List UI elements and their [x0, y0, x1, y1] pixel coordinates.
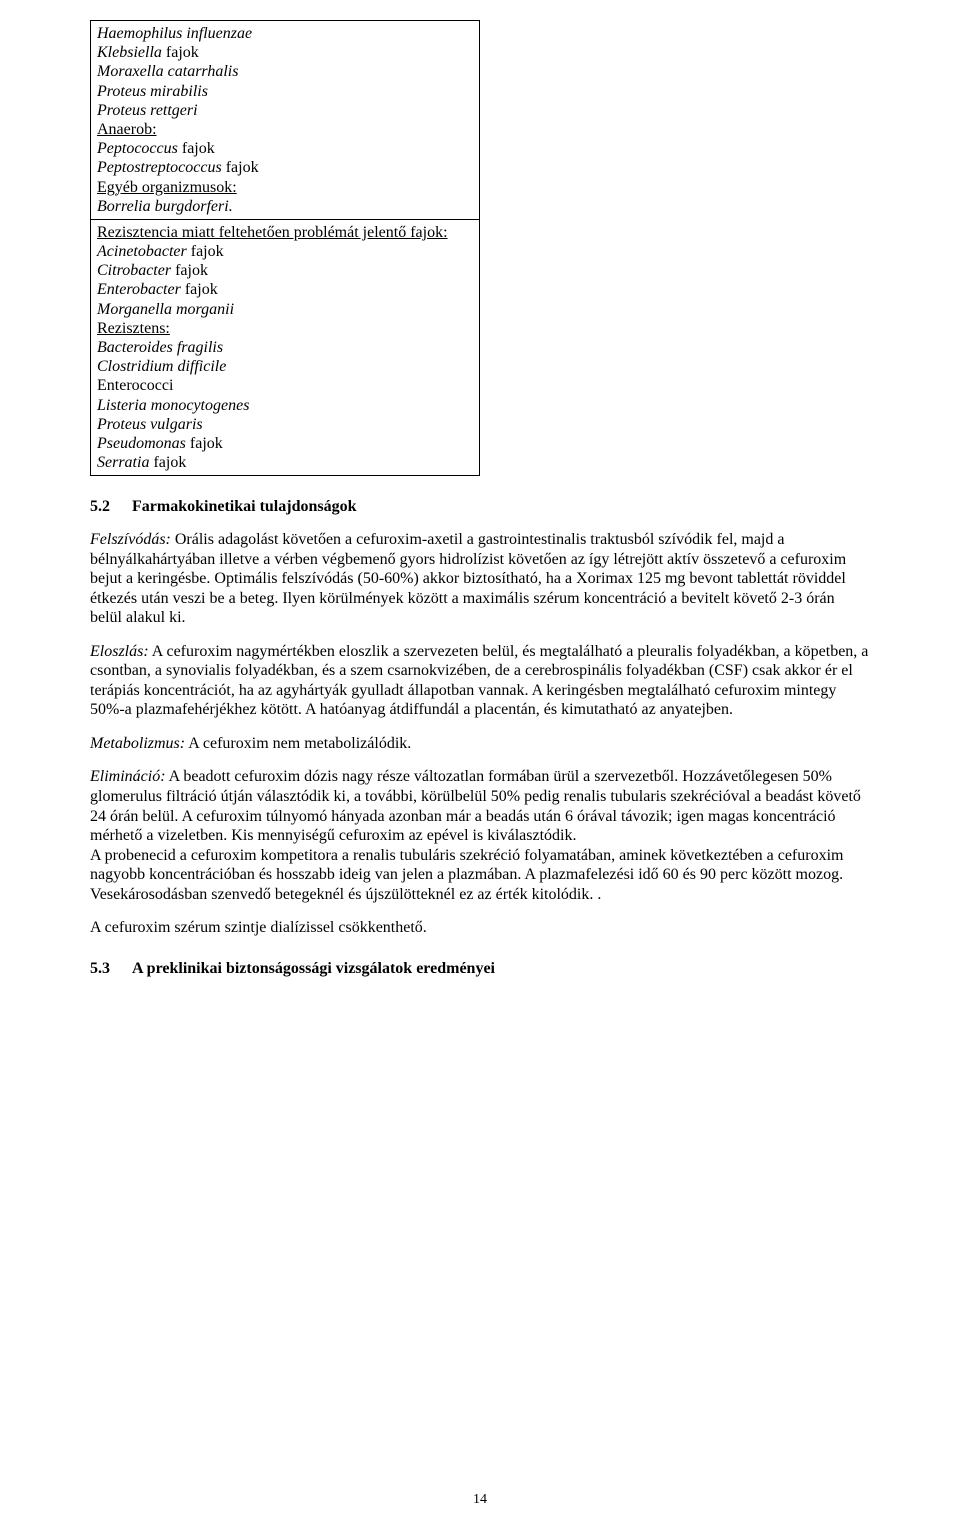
paragraph-dialysis: A cefuroxim szérum szintje dialízissel c…: [90, 918, 870, 938]
para-body: A cefuroxim szérum szintje dialízissel c…: [90, 919, 427, 936]
section-number: 5.3: [90, 960, 132, 978]
paragraph-absorption: Felszívódás: Orális adagolást követően a…: [90, 530, 870, 628]
para-body: A beadott cefuroxim dózis nagy része vál…: [90, 768, 861, 844]
para-lead: Eloszlás:: [90, 643, 149, 660]
table-cell-2: Rezisztencia miatt feltehetően problémát…: [91, 220, 479, 475]
section-number: 5.2: [90, 498, 132, 516]
section-title: Farmakokinetikai tulajdonságok: [132, 498, 356, 515]
paragraph-elimination-cont: A probenecid a cefuroxim kompetitora a r…: [90, 846, 870, 905]
para-body: Orális adagolást követően a cefuroxim-ax…: [90, 531, 846, 626]
para-body: A probenecid a cefuroxim kompetitora a r…: [90, 847, 843, 903]
document-page: Haemophilus influenzaeKlebsiella fajokMo…: [0, 0, 960, 1538]
section-5-2-heading: 5.2Farmakokinetikai tulajdonságok: [90, 498, 870, 516]
para-body: A cefuroxim nagymértékben eloszlik a sze…: [90, 643, 868, 719]
para-lead: Elimináció:: [90, 768, 166, 785]
paragraph-elimination: Elimináció: A beadott cefuroxim dózis na…: [90, 767, 870, 845]
section-title: A preklinikai biztonságossági vizsgálato…: [132, 960, 495, 977]
paragraph-distribution: Eloszlás: A cefuroxim nagymértékben elos…: [90, 642, 870, 720]
para-lead: Metabolizmus:: [90, 735, 185, 752]
section-5-3-heading: 5.3A preklinikai biztonságossági vizsgál…: [90, 960, 870, 978]
para-body: A cefuroxim nem metabolizálódik.: [185, 735, 411, 752]
table-cell-1: Haemophilus influenzaeKlebsiella fajokMo…: [91, 21, 479, 220]
paragraph-metabolism: Metabolizmus: A cefuroxim nem metabolizá…: [90, 734, 870, 754]
organism-table: Haemophilus influenzaeKlebsiella fajokMo…: [90, 20, 480, 476]
para-lead: Felszívódás:: [90, 531, 171, 548]
page-number: 14: [0, 1492, 960, 1508]
